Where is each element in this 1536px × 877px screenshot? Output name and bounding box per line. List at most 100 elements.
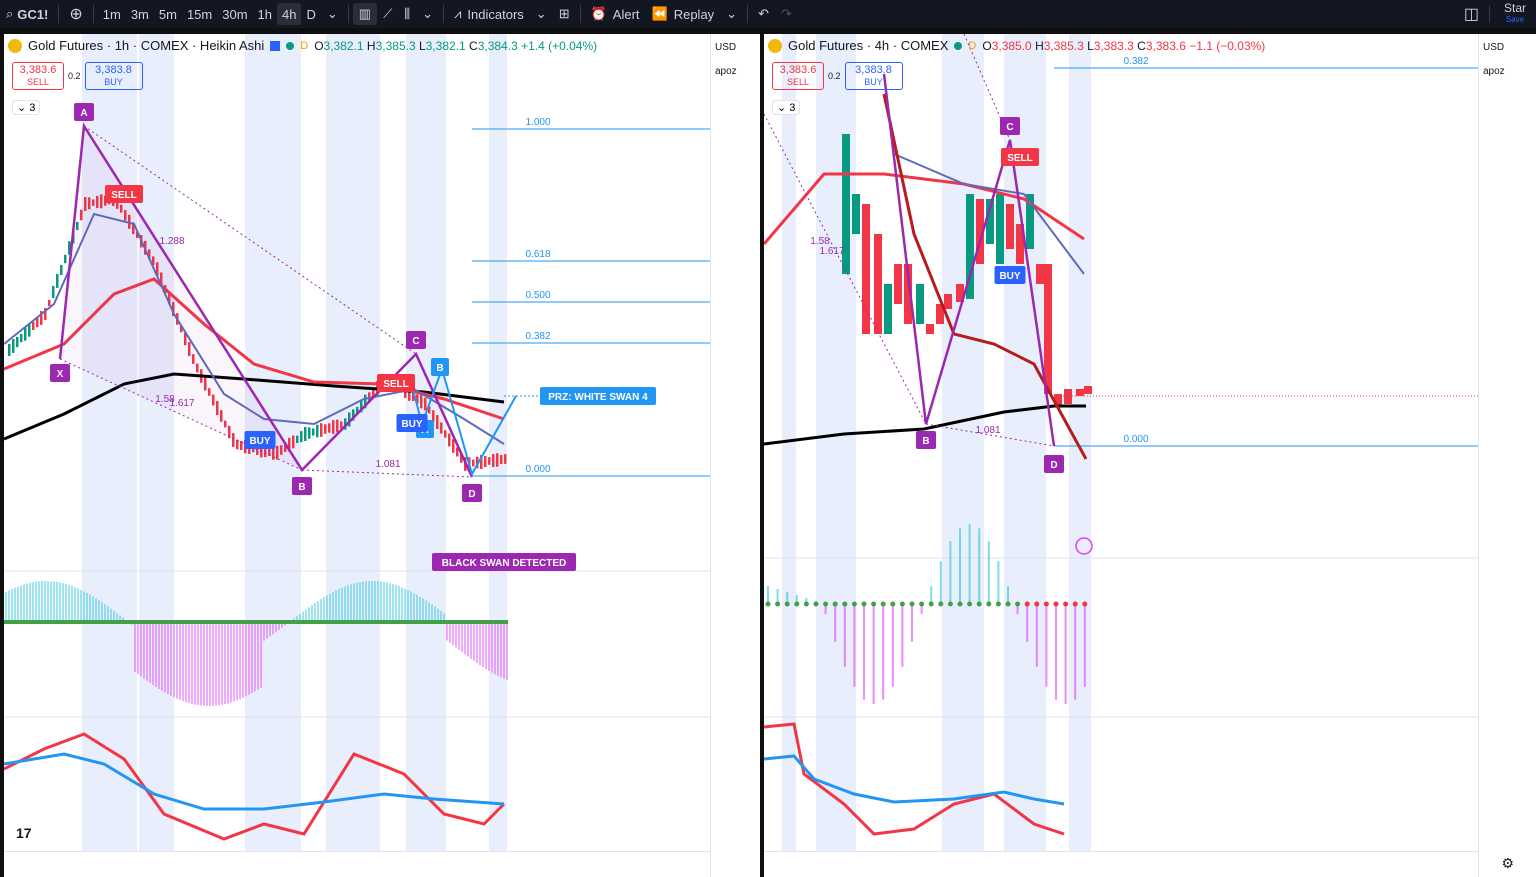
ratio-label: 1.288 xyxy=(159,236,184,247)
ratio-label: 1.58 xyxy=(155,394,175,405)
trade-buttons-1h: 3,383.6 SELL 0.2 3,383.8 BUY xyxy=(12,62,143,90)
currency-selector[interactable]: USD xyxy=(715,42,737,53)
timeframe-5m[interactable]: 5m xyxy=(158,6,177,22)
candles-icon: ▥ xyxy=(358,6,372,21)
chart-canvas-4h[interactable]: 0.3820.000BCD1.581.6171.081SELLBUY3,430.… xyxy=(764,34,1536,877)
replay-dropdown[interactable]: ⌄ xyxy=(720,0,743,28)
chart-title[interactable]: Gold Futures · 1h · COMEX · Heikin Ashi xyxy=(28,38,265,53)
compare-symbol-button[interactable]: ⊕ xyxy=(63,0,88,28)
undo-button[interactable]: ↶ xyxy=(752,0,775,28)
signal-dot xyxy=(947,601,953,607)
layout-button[interactable]: ⊞ xyxy=(553,0,576,28)
symbol-search[interactable]: ⌕ GC1! xyxy=(0,0,54,28)
candle xyxy=(296,435,299,444)
candle xyxy=(842,134,850,274)
candle xyxy=(120,204,123,213)
alert-button[interactable]: ⏰ Alert xyxy=(585,0,646,28)
candle xyxy=(100,194,103,209)
signal-dot xyxy=(967,601,973,607)
indicator-count: 3 xyxy=(789,102,796,114)
ratio-label: 1.081 xyxy=(975,425,1000,436)
time-axis-4h[interactable] xyxy=(764,851,1478,877)
indicator-scale-label: apoz xyxy=(1483,66,1505,77)
indicator-collapse-toggle[interactable]: ⌄ 3 xyxy=(772,100,801,115)
timeframe-D[interactable]: D xyxy=(306,6,316,22)
candle xyxy=(224,420,227,428)
candle xyxy=(1044,264,1052,394)
sell-button[interactable]: 3,383.6 SELL xyxy=(772,62,824,90)
currency-selector[interactable]: USD xyxy=(1483,42,1505,53)
candle xyxy=(136,231,139,238)
abcd-point-b: B xyxy=(436,363,443,374)
settings-gear-icon[interactable]: ⚙ xyxy=(1501,855,1514,871)
candle xyxy=(236,439,239,450)
candle xyxy=(216,401,219,415)
pattern-ratio-line xyxy=(59,358,303,471)
timeframe-4h[interactable]: 4h xyxy=(277,3,302,25)
save-label: Save xyxy=(1505,15,1525,24)
replay-button[interactable]: ⏪ Replay xyxy=(646,0,721,28)
candle xyxy=(232,433,235,447)
signal-buy-box xyxy=(244,431,276,449)
candle xyxy=(452,439,455,453)
pattern-point-d-box xyxy=(1044,455,1064,473)
candles-style-button[interactable]: ▥ xyxy=(352,3,378,25)
sell-button[interactable]: 3,383.6 SELL xyxy=(12,62,64,90)
candle xyxy=(20,333,23,343)
candle xyxy=(416,394,419,404)
indicators-button[interactable]: ⩘ Indicators xyxy=(448,0,530,28)
panel-layout-button[interactable]: ◫ xyxy=(1458,0,1485,28)
toolbar-divider xyxy=(1488,5,1490,23)
timeframe-30m[interactable]: 30m xyxy=(222,6,248,22)
candle xyxy=(308,427,311,439)
candle xyxy=(84,197,87,211)
signal-dot xyxy=(1043,601,1049,607)
line-style-button[interactable]: ⟋ xyxy=(377,0,398,28)
chart-title[interactable]: Gold Futures · 4h · COMEX xyxy=(788,38,949,53)
chart-canvas-1h[interactable]: 1.0000.6180.5000.3820.000XABCDBA1.581.61… xyxy=(4,34,760,877)
chart-pane-1h[interactable]: 1.0000.6180.5000.3820.000XABCDBA1.581.61… xyxy=(4,34,760,877)
candle xyxy=(484,456,487,467)
candle xyxy=(926,324,934,334)
open-value: 3,382.1 xyxy=(323,38,364,53)
tradingview-logo[interactable]: 17 xyxy=(16,825,32,841)
toolbar-divider xyxy=(747,5,749,23)
buy-button[interactable]: 3,383.8 BUY xyxy=(844,62,903,90)
session-band xyxy=(942,34,984,851)
redo-button[interactable]: ↷ xyxy=(775,0,798,28)
candle xyxy=(284,442,287,452)
candle xyxy=(276,445,279,460)
toolbar-divider xyxy=(58,5,60,23)
chart-pane-4h[interactable]: 0.3820.000BCD1.581.6171.081SELLBUY3,430.… xyxy=(764,34,1536,877)
price-axis-1h[interactable]: USD apoz xyxy=(710,34,760,877)
candle xyxy=(1026,194,1034,249)
signal-dot xyxy=(775,601,781,607)
timeframe-1m[interactable]: 1m xyxy=(102,6,121,22)
signal-dot xyxy=(995,601,1001,607)
buy-button[interactable]: 3,383.8 BUY xyxy=(84,62,143,90)
candle xyxy=(372,387,375,398)
signal-dot xyxy=(919,601,925,607)
legend-1h: Gold Futures · 1h · COMEX · Heikin Ashi … xyxy=(8,38,597,53)
candle xyxy=(956,284,964,302)
candle xyxy=(480,455,483,469)
timeframe-dropdown[interactable]: ⌄ xyxy=(321,0,344,28)
price-axis-4h[interactable]: USD apoz xyxy=(1478,34,1536,877)
candle xyxy=(324,424,327,434)
candle xyxy=(986,199,994,244)
timeframe-1h[interactable]: 1h xyxy=(257,6,272,22)
pattern-point-c: C xyxy=(1006,122,1013,133)
candle xyxy=(476,456,479,469)
indicator-collapse-toggle[interactable]: ⌄ 3 xyxy=(12,100,41,115)
save-button[interactable]: Star Save xyxy=(1494,0,1536,28)
timeframe-15m[interactable]: 15m xyxy=(186,6,213,22)
candle xyxy=(212,394,215,406)
chart-style-dropdown[interactable]: ⌄ xyxy=(416,0,439,28)
timeframe-3m[interactable]: 3m xyxy=(130,6,149,22)
chevron-down-icon: ⌄ xyxy=(422,6,434,21)
time-axis-1h[interactable] xyxy=(4,851,710,877)
signal-dot xyxy=(784,601,790,607)
indicators-dropdown[interactable]: ⌄ xyxy=(530,0,553,28)
pattern-point-x: X xyxy=(57,369,64,380)
bars-style-button[interactable]: ⫼ xyxy=(398,0,416,28)
